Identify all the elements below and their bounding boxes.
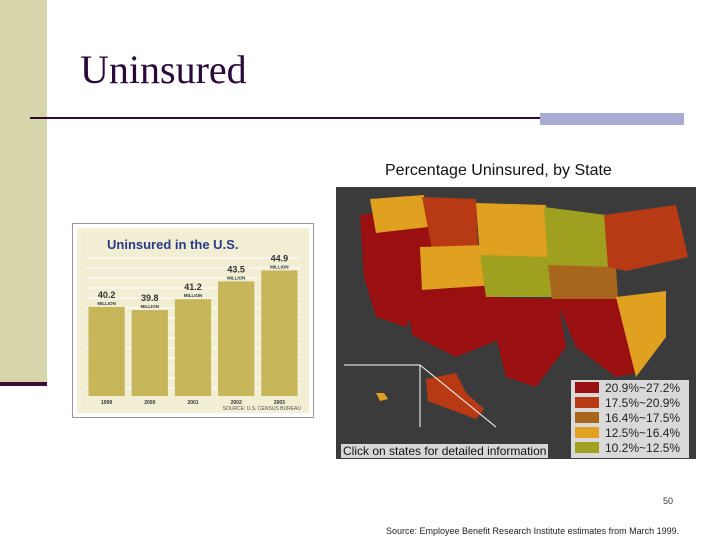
map-region-texas[interactable] — [486, 297, 566, 387]
bar-2000 — [131, 310, 168, 396]
title-underline-accent — [540, 113, 684, 125]
bar-unit-label: MILLION — [184, 293, 203, 298]
bar-1999 — [88, 306, 125, 396]
legend-item: 16.4%~17.5% — [571, 410, 689, 425]
map-region-southeast[interactable] — [616, 291, 666, 377]
legend-swatch — [575, 442, 599, 453]
bar-2001 — [174, 299, 212, 396]
us-map-svg[interactable] — [336, 187, 696, 459]
legend-swatch — [575, 397, 599, 408]
map-region-midwest-2[interactable] — [548, 265, 618, 299]
legend-swatch — [575, 412, 599, 423]
legend-label: 16.4%~17.5% — [605, 410, 681, 425]
sidebar-decoration — [0, 0, 47, 384]
bar-2002 — [218, 281, 255, 396]
map-region-mountain-2[interactable] — [420, 245, 486, 291]
bar-value-label: 40.2 — [98, 290, 116, 300]
bar-category-label: 2000 — [144, 400, 155, 406]
slide-title: Uninsured — [80, 47, 247, 92]
map-region-hawaii[interactable] — [376, 393, 388, 401]
uninsured-bar-chart: Uninsured in the U.S. 40.2 MILLION 1999 39.… — [72, 223, 314, 418]
title-underline — [30, 117, 683, 119]
inset-divider-3 — [419, 364, 497, 428]
map-region-southwest[interactable] — [406, 285, 506, 357]
map-legend: 20.9%~27.2% 17.5%~20.9% 16.4%~17.5% 12.5%~1… — [571, 380, 689, 458]
map-region-plains[interactable] — [476, 203, 548, 257]
bar-category-label: 1999 — [101, 400, 112, 406]
legend-swatch — [575, 427, 599, 438]
bar-unit-label: MILLION — [97, 301, 116, 306]
map-region-northwest[interactable] — [370, 195, 428, 233]
map-detail-link[interactable]: Click on states for detailed information — [341, 444, 549, 458]
bar-value-label: 39.8 — [141, 293, 159, 303]
bar-value-label: 43.5 — [227, 264, 245, 274]
map-region-south[interactable] — [556, 299, 636, 377]
source-note: Source: Employee Benefit Research Instit… — [386, 526, 680, 536]
legend-label: 12.5%~16.4% — [605, 425, 681, 440]
bar-2003 — [261, 270, 298, 396]
legend-label: 17.5%~20.9% — [605, 395, 681, 410]
bar-unit-label: MILLION — [227, 275, 246, 280]
map-region-plains-2[interactable] — [480, 255, 552, 297]
legend-swatch — [575, 382, 599, 393]
bar-unit-label: MILLION — [141, 304, 160, 309]
bar-category-label: 2002 — [231, 400, 242, 406]
bar-value-label: 44.9 — [271, 254, 289, 264]
sidebar-accent-line — [0, 382, 47, 386]
page-number: 50 — [663, 496, 674, 506]
legend-label: 10.2%~12.5% — [605, 440, 681, 455]
bar-unit-label: MILLION — [270, 265, 289, 270]
bar-chart-source: SOURCE: U.S. CENSUS BUREAU — [223, 406, 302, 412]
legend-label: 20.9%~27.2% — [605, 380, 681, 395]
map-region-northeast[interactable] — [604, 205, 688, 271]
bar-value-label: 41.2 — [184, 282, 202, 292]
bar-category-label: 2003 — [274, 400, 285, 406]
bar-chart-title: Uninsured in the U.S. — [107, 237, 238, 252]
bar-category-label: 2001 — [187, 400, 198, 406]
map-region-mountain[interactable] — [422, 197, 478, 249]
legend-item: 20.9%~27.2% — [571, 380, 689, 395]
legend-item: 12.5%~16.4% — [571, 425, 689, 440]
map-region-midwest[interactable] — [544, 207, 608, 267]
legend-item: 10.2%~12.5% — [571, 440, 689, 455]
bar-chart-marks: 40.2MILLION199939.8MILLION200041.2MILLIO… — [88, 254, 298, 406]
map-region-alaska[interactable] — [426, 373, 484, 419]
map-title: Percentage Uninsured, by State — [385, 162, 612, 179]
bar-chart-svg: Uninsured in the U.S. 40.2MILLION199939.… — [81, 232, 305, 412]
legend-item: 17.5%~20.9% — [571, 395, 689, 410]
